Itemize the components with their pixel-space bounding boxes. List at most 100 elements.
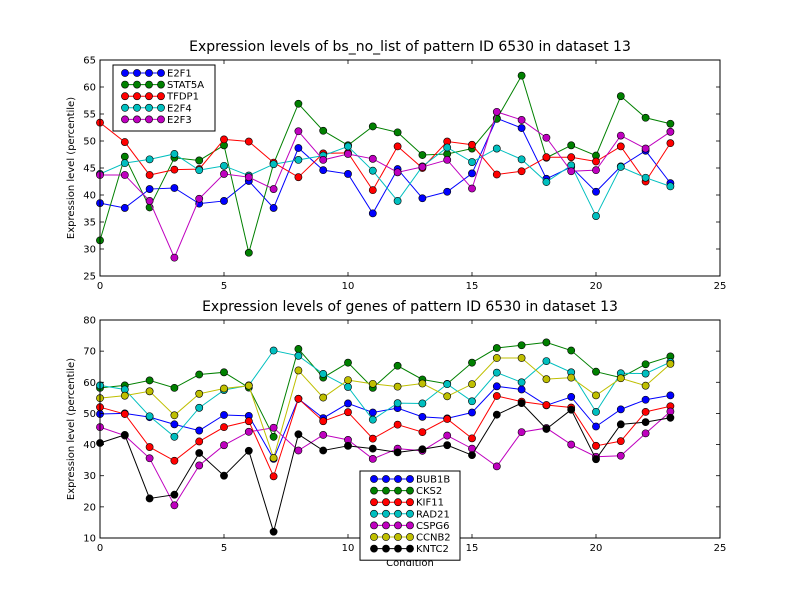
data-point (344, 376, 352, 385)
data-point (120, 431, 129, 439)
data-point (443, 441, 452, 450)
data-point (120, 152, 129, 161)
data-point (468, 380, 476, 389)
legend-marker (382, 521, 390, 530)
legend-marker (370, 498, 378, 507)
data-point (393, 361, 402, 370)
data-point (220, 441, 228, 450)
data-point (616, 405, 625, 414)
data-point (368, 379, 377, 388)
data-point (393, 448, 402, 457)
data-point (319, 155, 328, 164)
data-point (592, 407, 600, 416)
data-point (641, 429, 650, 438)
legend-marker (121, 103, 129, 112)
legend-marker (133, 103, 141, 112)
data-point (418, 379, 427, 388)
legend-marker (145, 103, 153, 112)
data-point (269, 204, 278, 212)
data-point (368, 186, 377, 195)
data-point (145, 171, 154, 179)
data-point (592, 157, 600, 166)
y-tick-label: 50 (83, 137, 96, 148)
data-point (145, 185, 154, 193)
data-point (170, 420, 179, 429)
data-point (145, 155, 154, 164)
y-tick-label: 80 (83, 316, 96, 327)
series-KNTC2 (96, 399, 675, 536)
data-point (443, 155, 452, 164)
y-axis-label: Expression level (percentile) (66, 358, 77, 500)
legend-marker (394, 475, 402, 483)
x-tick-label: 20 (590, 281, 603, 292)
legend-marker (382, 509, 390, 518)
data-point (418, 412, 427, 421)
data-point (145, 412, 154, 421)
data-point (220, 384, 228, 393)
data-point (492, 382, 501, 391)
legend-marker (133, 80, 141, 89)
legend-marker (406, 498, 414, 507)
series-line-TFDP1 (99, 122, 671, 192)
data-point (195, 166, 204, 175)
data-point (344, 358, 352, 367)
data-point (393, 128, 402, 137)
legend-label: CCNB2 (416, 533, 451, 544)
data-point (443, 431, 452, 440)
data-point (269, 527, 278, 536)
data-point (517, 428, 526, 437)
legend-marker (121, 92, 129, 101)
y-tick-label: 70 (83, 347, 96, 358)
data-point (220, 471, 228, 480)
data-point (393, 168, 402, 177)
data-point (517, 354, 526, 362)
data-point (616, 92, 625, 101)
data-point (616, 437, 625, 446)
data-point (170, 383, 179, 392)
legend-marker (157, 92, 165, 101)
data-point (592, 187, 600, 196)
data-point (616, 142, 625, 151)
data-point (244, 248, 253, 257)
series-line-CKS2 (99, 341, 671, 439)
x-tick-label: 20 (590, 543, 603, 554)
data-point (269, 432, 278, 441)
data-point (145, 387, 154, 396)
data-point (120, 138, 129, 146)
data-point (468, 140, 476, 149)
data-point (319, 393, 328, 402)
data-point (542, 153, 551, 162)
data-point (368, 408, 377, 417)
data-point (294, 155, 303, 164)
legend-label: E2F1 (167, 69, 192, 80)
data-point (220, 368, 228, 377)
data-point (393, 420, 402, 429)
x-tick-label: 5 (221, 281, 227, 292)
data-point (294, 366, 303, 375)
legend-marker (145, 69, 153, 77)
legend-label: STAT5A (167, 80, 204, 91)
legend-marker (370, 475, 378, 483)
data-point (517, 71, 526, 80)
data-point (294, 173, 303, 182)
data-point (592, 455, 600, 464)
data-point (567, 393, 576, 401)
data-point (443, 392, 452, 401)
data-point (145, 454, 154, 463)
data-point (170, 432, 179, 441)
data-point (567, 405, 576, 414)
data-point (220, 170, 228, 178)
data-point (269, 185, 278, 193)
legend-marker (145, 80, 153, 89)
x-tick-label: 25 (714, 281, 727, 292)
legend-marker (394, 521, 402, 530)
legend-marker (157, 103, 165, 112)
data-point (567, 167, 576, 176)
data-point (344, 170, 352, 178)
data-point (641, 369, 650, 378)
data-point (418, 163, 427, 171)
data-point (344, 150, 352, 158)
data-point (344, 383, 352, 391)
data-point (641, 418, 650, 427)
